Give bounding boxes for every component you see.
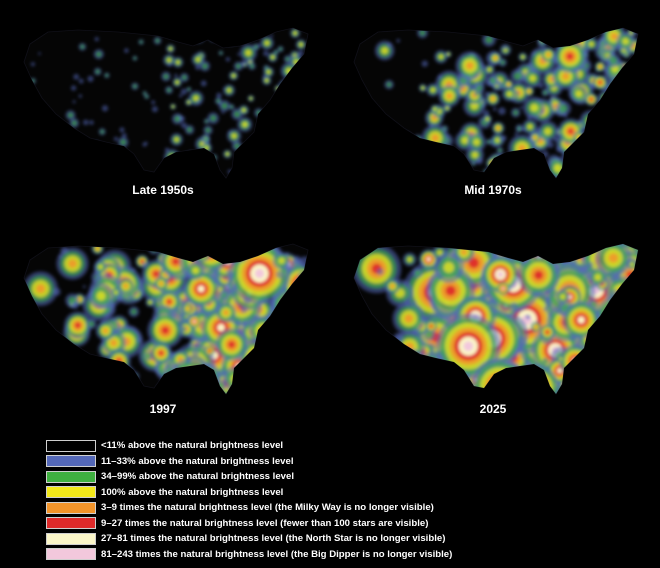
legend-label: 81–243 times the natural brightness leve… <box>101 548 453 560</box>
legend-label: 34–99% above the natural brightness leve… <box>101 471 295 483</box>
legend-item: 34–99% above the natural brightness leve… <box>46 469 526 485</box>
legend-label: 3–9 times the natural brightness level (… <box>101 502 434 514</box>
legend-item: 11–33% above the natural brightness leve… <box>46 454 526 470</box>
map-panel-1997 <box>8 218 318 403</box>
brightness-legend: <11% above the natural brightness level … <box>46 438 526 562</box>
map-panel-late-1950s <box>8 2 318 187</box>
map-caption-1997: 1997 <box>149 402 177 416</box>
legend-item: 100% above the natural brightness level <box>46 485 526 501</box>
legend-swatch <box>46 439 96 452</box>
legend-swatch <box>46 455 96 468</box>
map-panel-2025 <box>338 218 648 403</box>
legend-item: <11% above the natural brightness level <box>46 438 526 454</box>
map-graphic <box>353 243 639 395</box>
legend-label: 9–27 times the natural brightness level … <box>101 517 429 529</box>
legend-swatch <box>46 486 96 499</box>
map-graphic <box>353 27 639 179</box>
legend-label: <11% above the natural brightness level <box>101 440 284 452</box>
map-panel-mid-1970s <box>338 2 648 187</box>
legend-item: 9–27 times the natural brightness level … <box>46 516 526 532</box>
legend-swatch <box>46 470 96 483</box>
map-caption-2025: 2025 <box>479 402 507 416</box>
legend-item: 81–243 times the natural brightness leve… <box>46 547 526 563</box>
legend-swatch <box>46 501 96 514</box>
legend-item: 27–81 times the natural brightness level… <box>46 531 526 547</box>
legend-item: 3–9 times the natural brightness level (… <box>46 500 526 516</box>
legend-swatch <box>46 532 96 545</box>
map-graphic <box>23 243 309 395</box>
legend-label: 11–33% above the natural brightness leve… <box>101 455 294 467</box>
legend-swatch <box>46 517 96 530</box>
map-graphic <box>23 27 309 179</box>
map-caption-late-1950s: Late 1950s <box>132 183 194 197</box>
legend-label: 27–81 times the natural brightness level… <box>101 533 446 545</box>
legend-swatch <box>46 548 96 561</box>
map-caption-mid-1970s: Mid 1970s <box>464 183 522 197</box>
legend-label: 100% above the natural brightness level <box>101 486 284 498</box>
